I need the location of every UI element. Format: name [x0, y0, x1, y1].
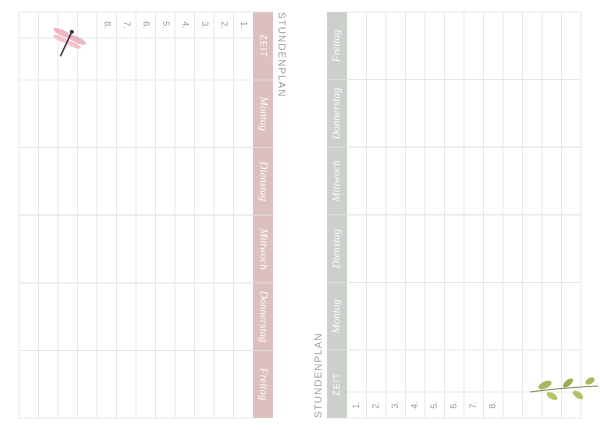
- period-label: 5.: [161, 21, 171, 29]
- period-label: 2.: [371, 401, 381, 409]
- day-label: Dienstag: [257, 161, 269, 202]
- title: STUNDENPLAN: [275, 12, 286, 97]
- period-label: 8.: [488, 401, 498, 409]
- day-label: Mittwoch: [331, 160, 343, 203]
- day-label: Freitag: [331, 29, 343, 63]
- period-label: 6.: [141, 21, 151, 29]
- title: STUNDENPLAN: [314, 333, 325, 418]
- period-label: 6.: [449, 401, 459, 409]
- period-label: 1.: [351, 401, 361, 409]
- dragonfly: [53, 27, 87, 57]
- day-label: Montag: [257, 96, 269, 132]
- period-label: 5.: [429, 401, 439, 409]
- period-label: 1.: [239, 21, 249, 29]
- time-header: ZEIT: [259, 34, 269, 58]
- time-header: ZEIT: [331, 372, 341, 396]
- day-label: Donnerstag: [257, 290, 269, 343]
- day-label: Freitag: [257, 367, 269, 401]
- day-label: Mittwoch: [257, 227, 269, 270]
- leaves: [529, 377, 599, 400]
- right-page: STUNDENPLAN ZEIT Montag Dienstag Mittwoch Don…: [314, 11, 582, 419]
- period-label: 3.: [390, 401, 400, 409]
- period-label: 4.: [410, 401, 420, 409]
- period-label: 3.: [200, 21, 210, 29]
- day-label: Dienstag: [331, 228, 343, 269]
- period-label: 7.: [122, 21, 132, 29]
- day-label: Montag: [331, 299, 343, 335]
- day-label: Donnerstag: [331, 87, 343, 140]
- period-label: 8.: [102, 21, 112, 29]
- period-label: 2.: [219, 21, 229, 29]
- period-label: 7.: [468, 401, 478, 409]
- left-page: STUNDENPLAN ZEIT Montag Dienstag Mittwoch Don…: [18, 11, 286, 419]
- period-label: 4.: [180, 21, 190, 29]
